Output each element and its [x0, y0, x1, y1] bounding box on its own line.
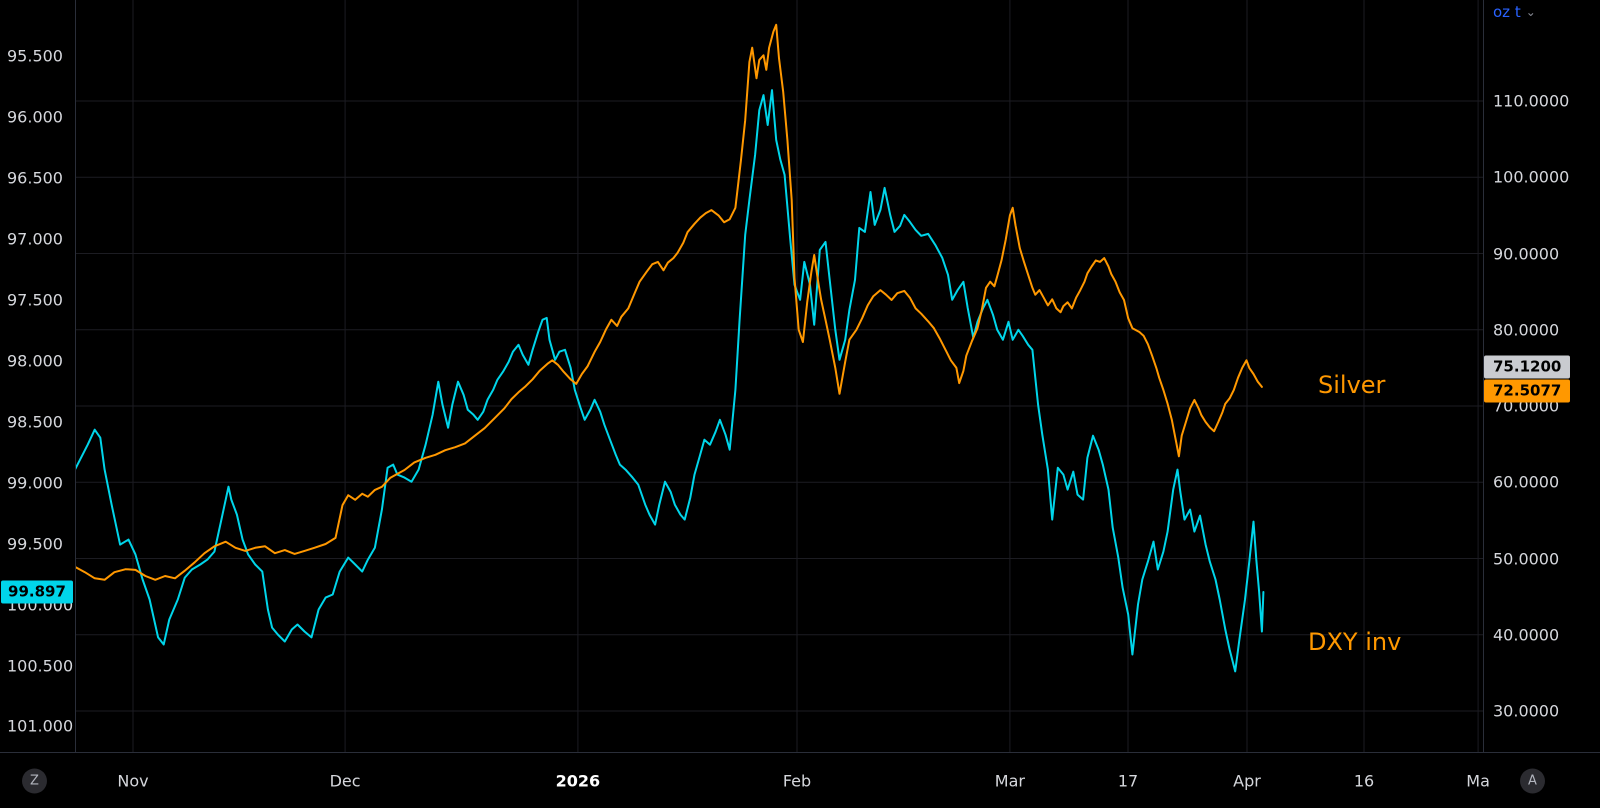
left-axis-tick: 100.500	[7, 656, 74, 675]
right-axis-tick: 90.0000	[1493, 244, 1560, 263]
time-axis[interactable]: Z A Nov Dec 2026 Feb Mar 17 Apr 16 Ma	[0, 752, 1600, 808]
left-axis-tick: 98.500	[7, 412, 63, 432]
dxy-inv-line[interactable]	[75, 89, 1265, 673]
left-price-axis[interactable]: 95.500 96.000 96.500 97.000 97.500 98.000 98.5…	[0, 0, 76, 752]
time-axis-tick: Nov	[117, 771, 149, 791]
right-price-axis[interactable]: oz t ⌄ 110.0000 100.0000 90.0000 80.0000 70.…	[1483, 0, 1600, 752]
unit-selector[interactable]: oz t ⌄	[1493, 3, 1536, 21]
left-axis-tick: 97.000	[7, 229, 63, 249]
silver-line-price-badge: 72.5077	[1484, 379, 1571, 403]
z-button[interactable]: Z	[22, 768, 47, 794]
time-axis-tick: 16	[1353, 771, 1375, 791]
right-axis-tick: 30.0000	[1493, 701, 1560, 721]
dxy-inv-price-badge: 99.897	[1, 580, 73, 604]
a-button[interactable]: A	[1520, 768, 1545, 794]
time-axis-tick: Ma	[1466, 771, 1490, 791]
time-axis-tick: Feb	[782, 771, 812, 791]
chevron-down-icon: ⌄	[1525, 5, 1536, 19]
time-axis-tick: Mar	[994, 771, 1025, 791]
silver-line[interactable]	[75, 23, 1263, 581]
left-axis-tick: 99.000	[7, 473, 63, 493]
right-axis-tick: 80.0000	[1493, 320, 1560, 340]
time-axis-tick: Dec	[329, 771, 361, 791]
series-label-dxy-inv[interactable]: DXY inv	[1308, 628, 1402, 656]
time-axis-tick: 17	[1117, 771, 1139, 791]
unit-selector-label: oz t	[1493, 3, 1521, 21]
time-axis-tick: 2026	[555, 771, 601, 791]
right-axis-tick: 100.0000	[1493, 167, 1570, 187]
right-axis-tick: 50.0000	[1493, 549, 1560, 568]
left-axis-tick: 98.000	[7, 351, 63, 371]
right-axis-tick: 40.0000	[1493, 625, 1560, 645]
series-label-silver[interactable]: Silver	[1318, 371, 1386, 399]
time-axis-tick: Apr	[1233, 771, 1261, 791]
left-axis-tick: 96.500	[7, 168, 63, 188]
left-axis-tick: 99.500	[7, 534, 63, 554]
right-axis-tick: 110.0000	[1493, 91, 1570, 111]
right-axis-tick: 60.0000	[1493, 472, 1560, 492]
price-chart-plot[interactable]	[75, 0, 1483, 752]
last-close-price-badge: 75.1200	[1484, 355, 1571, 379]
left-axis-tick: 101.000	[7, 716, 74, 736]
left-axis-tick: 97.500	[7, 290, 63, 310]
left-axis-tick: 96.000	[7, 107, 63, 127]
left-axis-tick: 95.500	[7, 46, 63, 66]
